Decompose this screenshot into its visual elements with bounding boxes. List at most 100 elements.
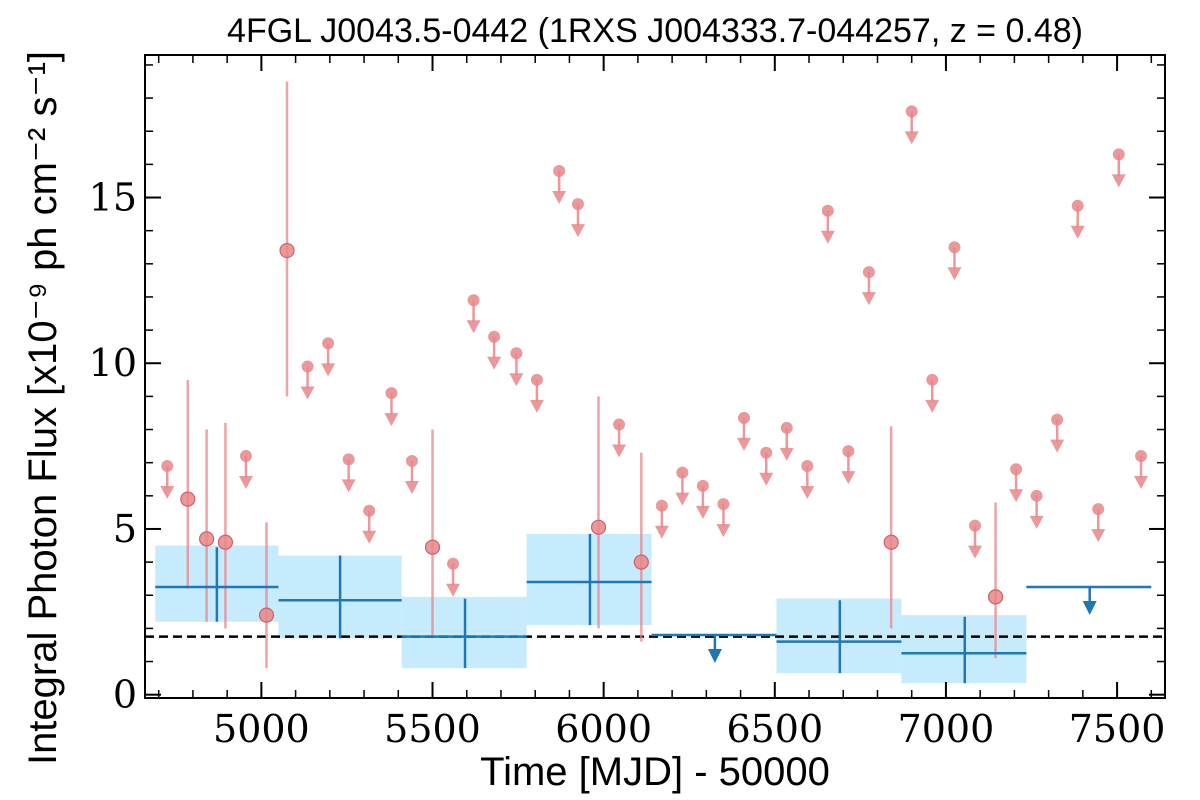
x-tick-label: 5500: [384, 707, 481, 751]
short-bin-point: [424, 539, 441, 555]
short-bin-ul-point: [905, 105, 918, 118]
short-bin-ul-arrow: [1050, 439, 1065, 453]
short-bin-ul-arrow: [947, 267, 962, 281]
short-bin-point: [199, 531, 215, 547]
short-bin-ul-arrow: [570, 224, 585, 238]
short-bin-ul-arrow: [509, 373, 524, 387]
short-bin-ul-point: [948, 241, 961, 254]
short-bin-ul-arrow: [466, 320, 481, 334]
short-bin-point: [590, 519, 607, 535]
long-bin-ul-arrow: [1082, 600, 1097, 615]
long-bin-ul-arrow: [707, 649, 722, 664]
short-bin-ul-point: [842, 445, 855, 458]
short-bin-ul-arrow: [904, 131, 919, 145]
short-bin-ul-arrow: [759, 472, 774, 486]
short-bin-ul-point: [571, 198, 584, 211]
short-bin-ul-point: [553, 165, 566, 178]
short-bin-ul-arrow: [384, 413, 399, 427]
short-bin-ul-point: [926, 373, 939, 386]
short-bin-point: [180, 491, 196, 507]
short-bin-ul-point: [363, 504, 376, 517]
short-bin-ul-arrow: [1070, 225, 1085, 239]
short-bin-ul-point: [467, 294, 480, 307]
chart-title: 4FGL J0043.5-0442 (1RXS J004333.7-044257…: [227, 12, 1083, 50]
short-bin-ul-point: [696, 479, 709, 492]
short-bin-ul-arrow: [968, 545, 983, 559]
x-tick-label: 5000: [213, 707, 310, 751]
short-bin-ul-point: [1051, 413, 1064, 426]
short-bin-ul-arrow: [654, 525, 669, 539]
short-bin-ul-arrow: [820, 230, 835, 244]
short-bin-point: [987, 589, 1004, 605]
plot-area: [145, 81, 1165, 684]
short-bin-ul-point: [1071, 199, 1084, 212]
short-bin-ul-point: [1092, 503, 1105, 516]
short-bin-ul-point: [1010, 463, 1023, 476]
y-tick-label: 10: [89, 341, 137, 385]
short-bin-ul-point: [821, 204, 834, 217]
short-bin-ul-point: [161, 459, 174, 472]
short-bin-ul-arrow: [779, 447, 794, 461]
short-bin-ul-arrow: [238, 476, 253, 490]
short-bin-ul-arrow: [529, 399, 544, 413]
short-bin-ul-arrow: [925, 399, 940, 413]
short-bin-ul-point: [613, 418, 626, 431]
x-tick-label: 6000: [555, 707, 652, 751]
short-bin-ul-point: [530, 373, 543, 386]
x-axis-label: Time [MJD] - 50000: [480, 750, 830, 794]
short-bin-ul-arrow: [675, 492, 690, 506]
short-bin-ul-arrow: [446, 583, 461, 597]
short-bin-ul-arrow: [800, 485, 815, 499]
y-axis-label: Integral Photon Flux [x10⁻⁹ ph cm⁻² s⁻¹]: [21, 51, 65, 765]
x-tick-label: 7500: [1069, 707, 1166, 751]
short-bin-ul-point: [385, 387, 398, 400]
y-tick-label: 5: [113, 507, 137, 551]
short-bin-ul-arrow: [1009, 489, 1024, 503]
short-bin-ul-point: [780, 421, 793, 434]
plot-frame: [144, 54, 1166, 699]
short-bin-ul-arrow: [160, 485, 175, 499]
x-tick-label: 6500: [726, 707, 823, 751]
short-bin-point: [633, 554, 649, 570]
short-bin-ul-arrow: [861, 292, 876, 306]
short-bin-ul-arrow: [1091, 529, 1106, 543]
short-bin-ul-arrow: [841, 471, 856, 485]
x-tick-label: 7000: [898, 707, 995, 751]
short-bin-ul-point: [405, 455, 418, 468]
short-bin-ul-point: [342, 453, 355, 466]
short-bin-point: [279, 242, 295, 259]
short-bin-ul-arrow: [404, 481, 419, 495]
short-bin-ul-arrow: [300, 386, 315, 400]
short-bin-ul-point: [301, 360, 314, 373]
short-bin-point: [258, 607, 275, 623]
short-bin-ul-arrow: [695, 505, 710, 519]
short-bin-ul-arrow: [362, 530, 377, 544]
short-bin-ul-arrow: [1029, 515, 1044, 529]
short-bin-ul-point: [488, 330, 501, 343]
short-bin-ul-point: [239, 450, 252, 463]
y-tick-label: 15: [89, 176, 137, 220]
short-bin-ul-arrow: [1111, 174, 1126, 188]
short-bin-ul-point: [1135, 450, 1148, 463]
axes: 5000 5500 6000 6500 7000 7500 0 5 10 15: [89, 54, 1166, 751]
short-bin-ul-point: [322, 337, 335, 350]
short-bin-ul-point: [510, 347, 523, 360]
short-bin-ul-point: [862, 266, 875, 279]
short-bin-ul-arrow: [1134, 476, 1149, 490]
short-bin-ul-point: [1030, 489, 1043, 502]
short-bin-ul-point: [969, 519, 982, 532]
short-bin-ul-arrow: [487, 356, 502, 370]
short-bin-ul-point: [1112, 148, 1125, 161]
short-bin-ul-point: [676, 466, 689, 479]
short-bin-point: [217, 534, 234, 550]
short-bin-ul-arrow: [321, 363, 336, 377]
short-bin-ul-arrow: [716, 524, 731, 538]
short-bin-ul-arrow: [736, 437, 751, 451]
short-bin-ul-point: [655, 499, 668, 512]
short-bin-ul-arrow: [341, 479, 356, 493]
short-bin-ul-point: [737, 411, 750, 424]
short-bin-ul-point: [760, 446, 773, 459]
short-bin-point: [883, 534, 899, 550]
y-tick-label: 0: [113, 673, 137, 717]
